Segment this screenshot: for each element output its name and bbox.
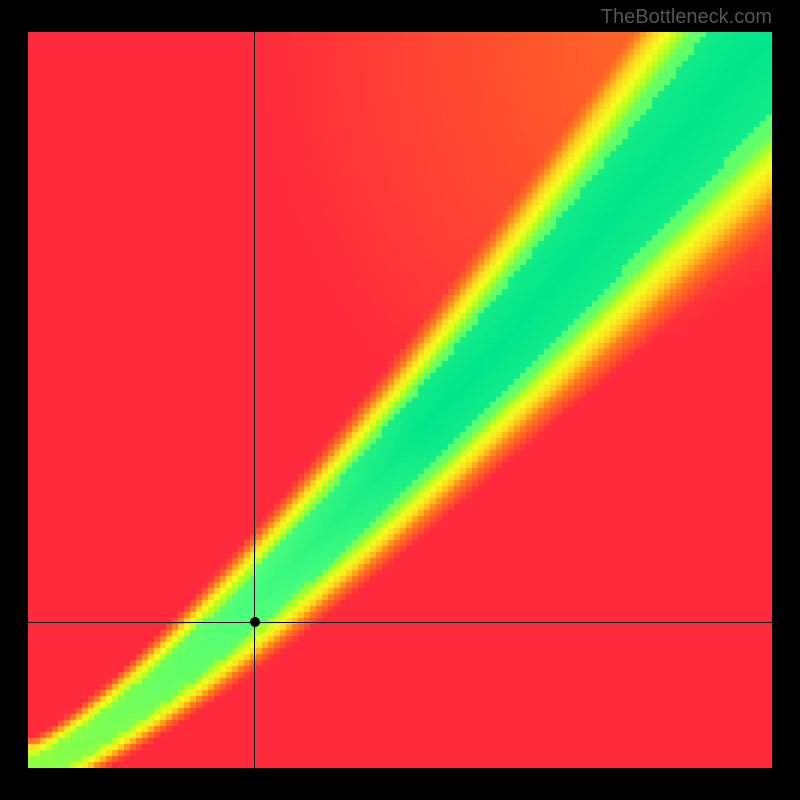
watermark-text: TheBottleneck.com <box>601 6 772 29</box>
crosshair-horizontal-line <box>28 622 772 623</box>
crosshair-marker-dot <box>250 617 260 627</box>
crosshair-vertical-line <box>254 32 255 768</box>
heatmap-canvas <box>28 32 772 768</box>
plot-area <box>28 32 772 768</box>
